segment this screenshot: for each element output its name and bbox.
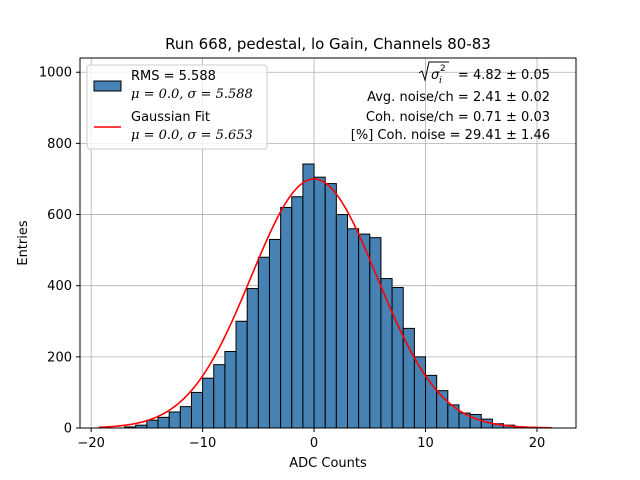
x-axis-ticks: −20 −10 0 10 20 bbox=[77, 428, 545, 451]
annotations: σ i 2 = 4.82 ± 0.05 Avg. noise/ch = 2.41… bbox=[351, 61, 550, 143]
y-tick-label: 1000 bbox=[39, 66, 72, 81]
svg-text:σ: σ bbox=[431, 68, 440, 83]
sqrt-sigma-symbol: σ i 2 bbox=[418, 61, 449, 86]
y-tick-label: 400 bbox=[47, 279, 72, 294]
histogram-bar bbox=[313, 176, 326, 429]
histogram-bar bbox=[391, 286, 404, 429]
chart-title: Run 668, pedestal, lo Gain, Channels 80-… bbox=[165, 35, 491, 53]
y-tick-label: 0 bbox=[64, 422, 72, 437]
svg-text:i: i bbox=[439, 76, 442, 86]
histogram-bar bbox=[402, 327, 415, 429]
legend-frame bbox=[86, 64, 268, 150]
histogram-bar bbox=[268, 238, 282, 429]
histogram-bar bbox=[157, 416, 170, 429]
histogram-bar bbox=[213, 364, 226, 429]
annotation-coh-noise: Coh. noise/ch = 0.71 ± 0.03 bbox=[366, 110, 550, 125]
gaussian-fit-curve bbox=[98, 178, 552, 429]
x-axis-label: ADC Counts bbox=[289, 456, 367, 471]
x-tick-label: −20 bbox=[77, 436, 104, 451]
svg-text:2: 2 bbox=[440, 64, 446, 74]
y-tick-label: 600 bbox=[47, 208, 72, 223]
y-axis-ticks: 0 200 400 600 800 1000 bbox=[39, 66, 80, 437]
histogram-bar bbox=[202, 377, 215, 429]
histogram-bar bbox=[190, 391, 204, 429]
histogram-bars bbox=[124, 163, 549, 429]
annotation-sigma-value: = 4.82 ± 0.05 bbox=[458, 68, 550, 83]
legend-fit-line1: Gaussian Fit bbox=[131, 110, 210, 125]
x-tick-label: 20 bbox=[529, 436, 546, 451]
histogram-bar bbox=[291, 196, 304, 429]
histogram-bar bbox=[257, 256, 270, 429]
legend-patch-histogram bbox=[93, 80, 122, 92]
histogram-bar bbox=[324, 183, 337, 429]
histogram-bar bbox=[224, 351, 237, 429]
x-tick-label: 0 bbox=[310, 436, 318, 451]
plot-frame bbox=[79, 57, 577, 429]
histogram-bar bbox=[358, 233, 371, 429]
y-tick-label: 200 bbox=[47, 350, 72, 365]
y-tick-label: 800 bbox=[47, 137, 72, 152]
histogram-bar bbox=[168, 411, 181, 429]
annotation-avg-noise: Avg. noise/ch = 2.41 ± 0.02 bbox=[367, 90, 550, 105]
legend-hist-sigma: σ = 5.588 bbox=[188, 87, 253, 102]
legend-fit-line2: μ = 0.0, σ = 5.653 bbox=[131, 128, 253, 143]
legend-hist-line2: μ = 0.0, σ = 5.588 bbox=[131, 87, 253, 102]
x-tick-label: −10 bbox=[189, 436, 216, 451]
annotation-coh-noise-percent: [%] Coh. noise = 29.41 ± 1.46 bbox=[351, 128, 550, 143]
y-axis-label: Entries bbox=[16, 220, 31, 266]
histogram-bar bbox=[235, 320, 248, 429]
legend-hist-line1: RMS = 5.588 bbox=[131, 69, 216, 84]
histogram-bar bbox=[302, 163, 315, 429]
histogram-bar bbox=[179, 406, 192, 429]
legend-hist-mu: μ = 0.0, bbox=[131, 87, 188, 102]
histogram-bar bbox=[280, 206, 293, 429]
legend-fit-mu: μ = 0.0, bbox=[131, 128, 188, 143]
histogram-bar bbox=[369, 237, 382, 429]
histogram-bar bbox=[335, 214, 349, 429]
histogram-bar bbox=[347, 228, 360, 429]
histogram-bar bbox=[146, 419, 159, 429]
legend-fit-sigma: σ = 5.653 bbox=[188, 128, 253, 143]
histogram-bar bbox=[246, 288, 259, 429]
legend: RMS = 5.588 μ = 0.0, σ = 5.588 Gaussian … bbox=[86, 64, 268, 150]
x-tick-label: 10 bbox=[417, 436, 434, 451]
